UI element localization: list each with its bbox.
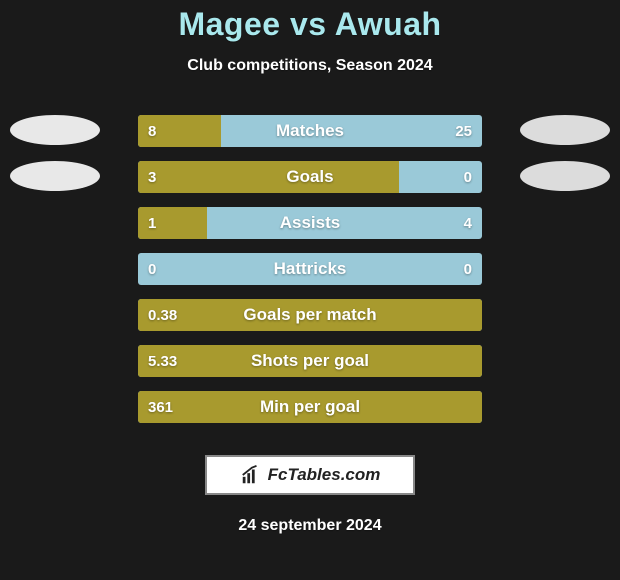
page-title: Magee vs Awuah — [178, 6, 441, 43]
branding-badge: FcTables.com — [205, 455, 415, 495]
stat-value-left: 361 — [148, 391, 173, 423]
player-right-icon-2 — [520, 161, 610, 191]
stat-label: Matches — [138, 115, 482, 147]
stat-value-right: 4 — [464, 207, 472, 239]
stat-value-left: 8 — [148, 115, 156, 147]
stat-row: Goals3 0 — [138, 161, 482, 193]
stat-label: Shots per goal — [138, 345, 482, 377]
player-left-icon-2 — [10, 161, 100, 191]
branding-text: FcTables.com — [268, 465, 381, 485]
stat-row: Goals per match0.38 — [138, 299, 482, 331]
chart-icon — [240, 464, 262, 486]
date-text: 24 september 2024 — [238, 517, 381, 535]
stat-value-right: 25 — [455, 115, 472, 147]
stat-value-left: 0 — [148, 253, 156, 285]
stat-label: Assists — [138, 207, 482, 239]
stat-value-right: 0 — [464, 161, 472, 193]
stat-value-left: 3 — [148, 161, 156, 193]
player-left-icon — [10, 115, 100, 145]
stat-row: Assists1 4 — [138, 207, 482, 239]
stat-value-left: 0.38 — [148, 299, 177, 331]
stat-label: Hattricks — [138, 253, 482, 285]
stat-row: Hattricks0 0 — [138, 253, 482, 285]
stat-row: Shots per goal5.33 — [138, 345, 482, 377]
stat-row: Min per goal361 — [138, 391, 482, 423]
stat-label: Goals — [138, 161, 482, 193]
stat-value-left: 5.33 — [148, 345, 177, 377]
stat-value-right: 0 — [464, 253, 472, 285]
stat-value-left: 1 — [148, 207, 156, 239]
page-subtitle: Club competitions, Season 2024 — [187, 57, 432, 75]
stat-label: Min per goal — [138, 391, 482, 423]
player-right-icon — [520, 115, 610, 145]
stats-area: Matches825Goals30Assists14Hattricks00Goa… — [0, 115, 620, 437]
stat-row: Matches8 25 — [138, 115, 482, 147]
stat-label: Goals per match — [138, 299, 482, 331]
comparison-page: Magee vs Awuah Club competitions, Season… — [0, 0, 620, 580]
